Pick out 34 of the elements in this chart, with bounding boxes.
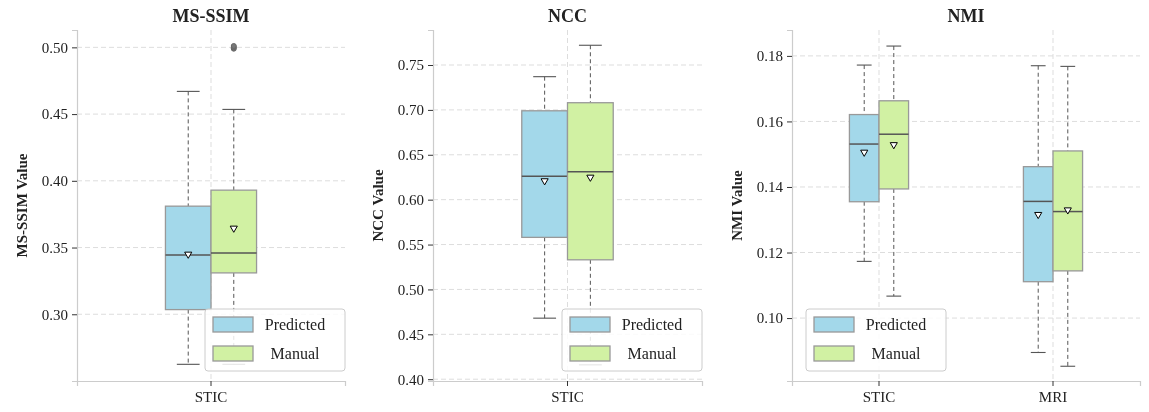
chart-title: MS-SSIM xyxy=(172,6,250,26)
x-tick-label: STIC xyxy=(194,388,228,405)
x-tick-label: STIC xyxy=(551,388,584,405)
x-tick-label: STIC xyxy=(862,388,896,405)
y-axis-title: NCC Value xyxy=(370,169,386,242)
legend-label: Manual xyxy=(871,345,921,362)
y-tick-label: 0.10 xyxy=(756,310,783,327)
legend-label: Predicted xyxy=(865,316,927,333)
chart-title: NCC xyxy=(548,6,587,26)
legend-label: Predicted xyxy=(621,316,683,333)
y-tick-label: 0.18 xyxy=(756,48,783,65)
y-tick-label: 0.40 xyxy=(41,173,68,190)
y-tick-label: 0.65 xyxy=(397,147,424,164)
y-tick-label: 0.45 xyxy=(41,106,68,123)
y-axis-title: NMI Value xyxy=(729,169,745,241)
y-tick-label: 0.30 xyxy=(41,306,68,323)
y-tick-label: 0.60 xyxy=(397,191,424,208)
y-tick-label: 0.45 xyxy=(397,326,424,343)
y-tick-label: 0.16 xyxy=(756,113,784,130)
legend-label: Manual xyxy=(627,345,677,362)
y-tick-label: 0.75 xyxy=(397,57,424,74)
y-tick-label: 0.14 xyxy=(756,179,784,196)
legend-label: Predicted xyxy=(264,316,326,333)
chart-title: NMI xyxy=(947,6,985,26)
y-tick-label: 0.12 xyxy=(756,244,783,261)
y-tick-label: 0.50 xyxy=(397,281,424,298)
y-tick-label: 0.40 xyxy=(397,371,424,388)
y-axis-title: MS-SSIM Value xyxy=(14,153,30,258)
y-tick-label: 0.35 xyxy=(41,239,68,256)
y-tick-label: 0.55 xyxy=(397,236,424,253)
y-tick-label: 0.50 xyxy=(41,39,68,56)
legend-label: Manual xyxy=(270,345,320,362)
y-tick-label: 0.70 xyxy=(397,102,424,119)
x-tick-label: MRI xyxy=(1038,388,1068,405)
